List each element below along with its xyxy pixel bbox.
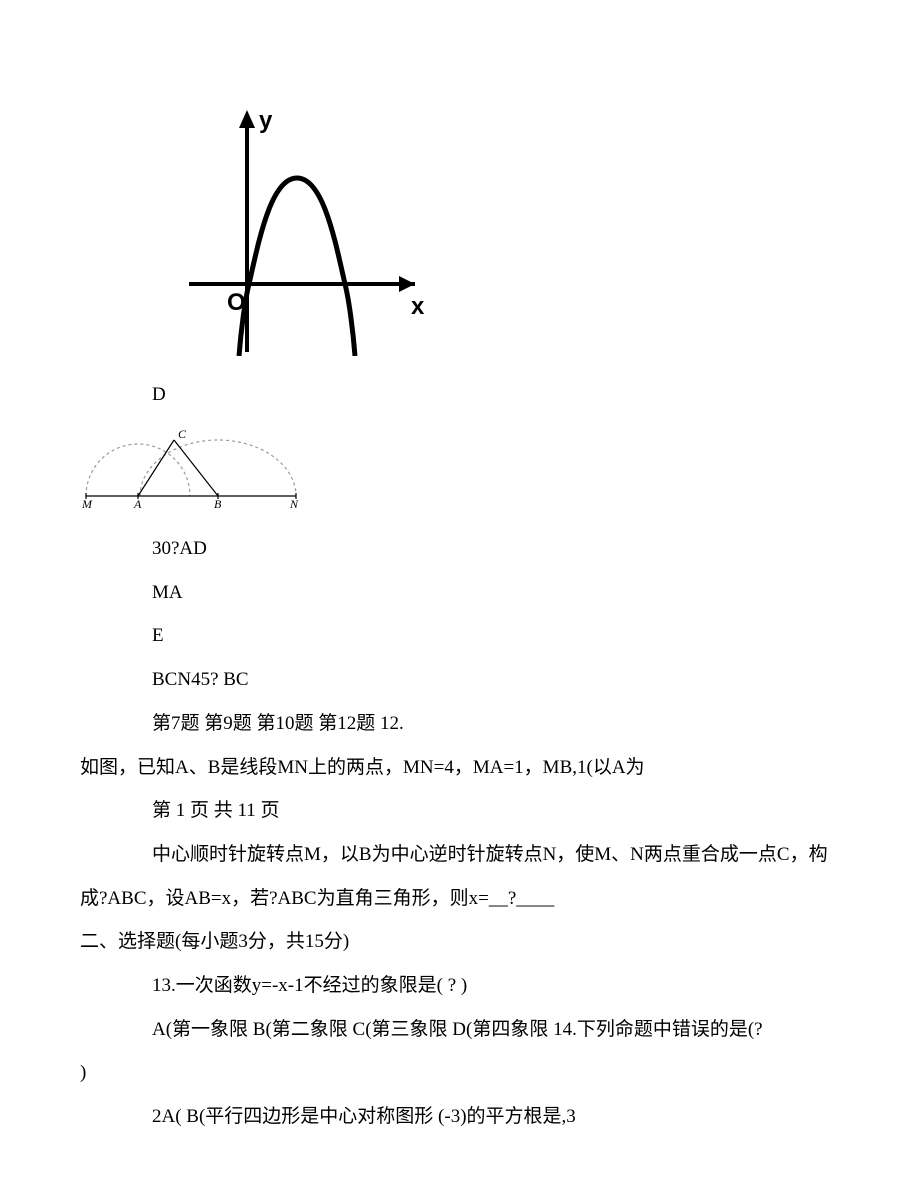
parabola-svg: O x y — [175, 100, 429, 356]
y-axis-label: y — [259, 107, 273, 134]
question-13: 13.一次函数y=-x-1不经过的象限是( ? ) — [80, 964, 840, 1008]
text-line-5: 第7题 第9题 第10题 第12题 12. — [80, 702, 840, 746]
text-line-4: BCN45? BC — [80, 658, 840, 702]
text-line-1: 30?AD — [80, 527, 840, 571]
arcs-figure: M A B N C — [80, 424, 840, 527]
text-line-2: MA — [80, 571, 840, 615]
label-n: N — [289, 497, 299, 510]
y-axis-arrow — [239, 110, 255, 128]
x-axis-arrow — [399, 276, 415, 292]
text-line-3: E — [80, 614, 840, 658]
text-line-9: 成?ABC，设AB=x，若?ABC为直角三角形，则x=__?____ — [80, 877, 840, 921]
text-line-6: 如图，已知A、B是线段MN上的两点，MN=4，MA=1，MB,1(以A为 — [80, 746, 840, 790]
edge-bc — [174, 440, 218, 496]
edge-ac — [138, 440, 174, 496]
label-b: B — [214, 497, 222, 510]
origin-label: O — [227, 289, 246, 316]
section-heading: 二、选择题(每小题3分，共15分) — [80, 920, 840, 964]
parabola-figure: O x y — [175, 100, 840, 373]
arc-right — [140, 440, 296, 496]
option-d-label: D — [80, 373, 840, 417]
x-axis-label: x — [411, 293, 425, 320]
label-c: C — [178, 427, 187, 441]
question-14-options: 2A( B(平行四边形是中心对称图形 (-3)的平方根是,3 — [80, 1095, 840, 1139]
label-m: M — [81, 497, 93, 510]
text-line-13: ) — [80, 1051, 840, 1095]
question-13-options: A(第一象限 B(第二象限 C(第三象限 D(第四象限 14.下列命题中错误的是… — [80, 1008, 840, 1052]
page-indicator: 第 1 页 共 11 页 — [80, 789, 840, 833]
arc-left — [86, 444, 190, 496]
label-a: A — [133, 497, 142, 510]
text-line-8: 中心顺时针旋转点M，以B为中心逆时针旋转点N，使M、N两点重合成一点C，构 — [80, 833, 840, 877]
parabola-curve — [239, 178, 355, 356]
arcs-svg: M A B N C — [80, 424, 306, 510]
